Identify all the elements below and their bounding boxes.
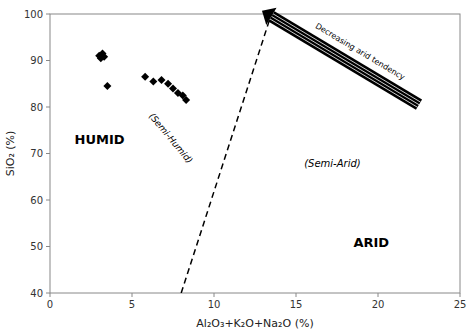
- x-tick-label: 0: [47, 299, 53, 310]
- data-point: [158, 76, 166, 84]
- y-tick-label: 100: [24, 9, 43, 20]
- data-point: [100, 53, 108, 61]
- x-tick: [50, 293, 51, 297]
- x-tick-label: 15: [290, 299, 303, 310]
- arrow-band: [262, 8, 421, 108]
- annotation: HUMID: [75, 132, 125, 147]
- x-tick: [132, 293, 133, 297]
- y-tick: [46, 293, 50, 294]
- axes: 0 5 10 15 20 25 40 50 60 70 80 90 100: [24, 9, 466, 311]
- y-tick-label: 60: [30, 195, 43, 206]
- y-tick: [46, 107, 50, 108]
- y-tick-label: 70: [30, 148, 43, 159]
- x-tick: [296, 293, 297, 297]
- band-stripe: [273, 14, 421, 102]
- plot-frame: [50, 14, 460, 293]
- y-tick: [46, 246, 50, 247]
- data-point: [141, 73, 149, 81]
- x-tick: [214, 293, 215, 297]
- x-tick-label: 20: [372, 299, 385, 310]
- x-axis-label: Al₂O₃+K₂O+Na₂O (%): [196, 317, 313, 330]
- annotation: (Semi-Humid): [147, 111, 195, 165]
- y-tick: [46, 14, 50, 15]
- boundary-line: [181, 14, 271, 293]
- y-tick: [46, 200, 50, 201]
- y-axis-label: SiO₂ (%): [4, 131, 17, 177]
- data-point: [149, 77, 157, 85]
- x-tick: [378, 293, 379, 297]
- x-tick-label: 5: [129, 299, 135, 310]
- y-tick-label: 90: [30, 55, 43, 66]
- y-tick: [46, 60, 50, 61]
- y-tick-label: 80: [30, 102, 43, 113]
- data-point: [103, 82, 111, 90]
- band-stripe: [271, 16, 419, 104]
- annotation: ARID: [353, 235, 389, 250]
- x-tick-label: 10: [208, 299, 221, 310]
- x-tick-label: 25: [454, 299, 467, 310]
- annotation: Decreasing arid tendency: [314, 21, 407, 82]
- band: [271, 16, 419, 104]
- plot-area: [95, 14, 271, 293]
- overlay: Decreasing arid tendency HUMID (Semi-Humid…: [75, 8, 421, 250]
- arrow-head: [262, 8, 277, 25]
- y-tick-label: 40: [30, 288, 43, 299]
- data-point: [182, 96, 190, 104]
- chart: 0 5 10 15 20 25 40 50 60 70 80 90 100 Al₂O₃+K₂O+Na₂O …: [0, 0, 474, 333]
- y-tick-label: 50: [30, 241, 43, 252]
- x-tick: [460, 293, 461, 297]
- y-tick: [46, 153, 50, 154]
- annotation: (Semi-Arid): [304, 158, 361, 169]
- band-stripe: [270, 19, 418, 107]
